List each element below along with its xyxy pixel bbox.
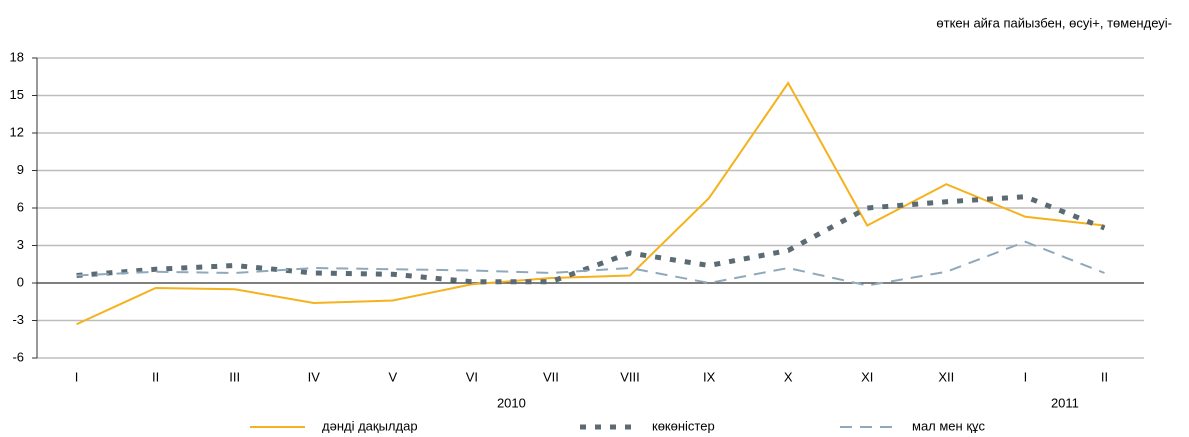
legend-label: мал мен құс: [912, 418, 986, 433]
legend-label: дәнді дақылдар: [322, 418, 418, 433]
y-tick-label: 9: [17, 162, 24, 177]
x-tick-label: III: [229, 369, 240, 384]
x-tick-label: V: [388, 369, 397, 384]
x-tick-label: XI: [861, 369, 873, 384]
x-group-label: 2010: [497, 395, 526, 410]
x-tick-label: II: [152, 369, 159, 384]
y-tick-label: 12: [10, 124, 24, 139]
x-tick-label: VII: [543, 369, 559, 384]
x-tick-label: XII: [938, 369, 954, 384]
x-tick-label: I: [1024, 369, 1028, 384]
x-tick-label: I: [75, 369, 79, 384]
x-tick-label: VI: [466, 369, 478, 384]
x-tick-label: IX: [703, 369, 716, 384]
y-tick-label: -3: [12, 312, 24, 327]
series-line: [76, 81, 1105, 326]
legend-label: көкөністер: [652, 418, 715, 433]
x-tick-label: VIII: [620, 369, 640, 384]
y-tick-label: -6: [12, 349, 24, 364]
y-tick-label: 3: [17, 237, 24, 252]
y-tick-label: 15: [10, 87, 24, 102]
series-line: [76, 240, 1105, 287]
y-tick-label: 0: [17, 274, 24, 289]
x-group-label: 2011: [1051, 395, 1079, 410]
x-tick-label: II: [1101, 369, 1108, 384]
y-tick-label: 6: [17, 199, 24, 214]
series-line: [76, 194, 1106, 285]
y-tick-label: 18: [10, 49, 24, 64]
x-tick-label: X: [784, 369, 793, 384]
chart-subtitle: өткен айға пайызбен, өсуі+, төмендеуі-: [936, 15, 1172, 30]
x-tick-label: IV: [308, 369, 321, 384]
